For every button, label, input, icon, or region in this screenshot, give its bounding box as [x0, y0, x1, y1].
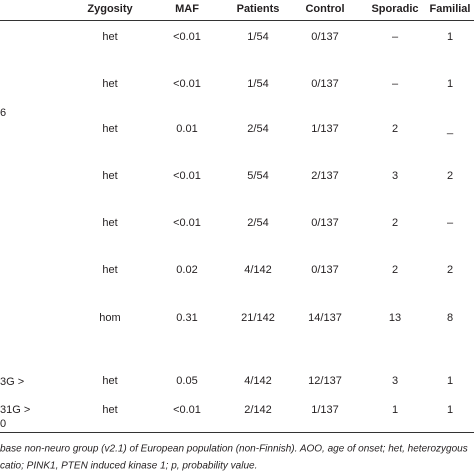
cell: 13: [388, 312, 402, 324]
column-header: Familial: [429, 3, 471, 15]
cell: –: [391, 78, 399, 90]
cell: 1/54: [247, 78, 269, 90]
cell: het: [102, 264, 118, 276]
cell: _: [446, 123, 454, 135]
column-header: Sporadic: [371, 3, 419, 15]
cell: 2/137: [311, 170, 339, 182]
cell: 0/137: [311, 78, 339, 90]
cell: 14/137: [308, 312, 342, 324]
cell: 5/54: [247, 170, 269, 182]
row-label: 6: [0, 107, 7, 119]
cell: 8: [446, 312, 454, 324]
cell: 2: [446, 170, 454, 182]
row-label: 3G >: [0, 376, 25, 388]
cell: 2/54: [247, 217, 269, 229]
cell: 1: [446, 375, 454, 387]
cell: 12/137: [308, 375, 342, 387]
cell: 2/54: [247, 123, 269, 135]
cell: <0.01: [173, 404, 201, 416]
cell: 0/137: [311, 217, 339, 229]
cell: 2: [446, 264, 454, 276]
column-header: Patients: [236, 3, 280, 15]
cell: –: [391, 31, 399, 43]
footnote: catio; PINK1, PTEN induced kinase 1; p, …: [0, 460, 258, 472]
cell: 0/137: [311, 31, 339, 43]
cell: 21/142: [241, 312, 275, 324]
cell: het: [102, 78, 118, 90]
cell: 0.01: [176, 123, 198, 135]
cell: het: [102, 404, 118, 416]
bottom-rule: [0, 432, 474, 433]
cell: 2: [391, 264, 399, 276]
cell: het: [102, 170, 118, 182]
cell: 0.05: [176, 375, 198, 387]
cell: 1: [446, 78, 454, 90]
cell: 3: [391, 170, 399, 182]
cell: –: [446, 217, 454, 229]
cell: 0/137: [311, 264, 339, 276]
cell: 1: [446, 31, 454, 43]
column-header: Zygosity: [87, 3, 133, 15]
cell: 0.31: [176, 312, 198, 324]
cell: het: [102, 31, 118, 43]
cell: hom: [99, 312, 121, 324]
column-header: MAF: [175, 3, 199, 15]
cell: <0.01: [173, 170, 201, 182]
footnote: base non-neuro group (v2.1) of European …: [0, 443, 468, 455]
cell: <0.01: [173, 31, 201, 43]
cell: 0.02: [176, 264, 198, 276]
cell: 4/142: [244, 264, 272, 276]
cell: <0.01: [173, 217, 201, 229]
row-label: 31G >: [0, 404, 31, 416]
cell: 2/142: [244, 404, 272, 416]
column-header: Control: [305, 3, 345, 15]
row-label: 0: [0, 418, 7, 430]
cell: <0.01: [173, 78, 201, 90]
cell: het: [102, 217, 118, 229]
cell: 3: [391, 375, 399, 387]
cell: 1: [391, 404, 399, 416]
cell: 1: [446, 404, 454, 416]
cell: het: [102, 375, 118, 387]
cell: 4/142: [244, 375, 272, 387]
cell: 2: [391, 217, 399, 229]
cell: het: [102, 123, 118, 135]
cell: 1/137: [311, 123, 339, 135]
cell: 1/137: [311, 404, 339, 416]
header-rule: [0, 20, 474, 21]
cell: 1/54: [247, 31, 269, 43]
cell: 2: [391, 123, 399, 135]
